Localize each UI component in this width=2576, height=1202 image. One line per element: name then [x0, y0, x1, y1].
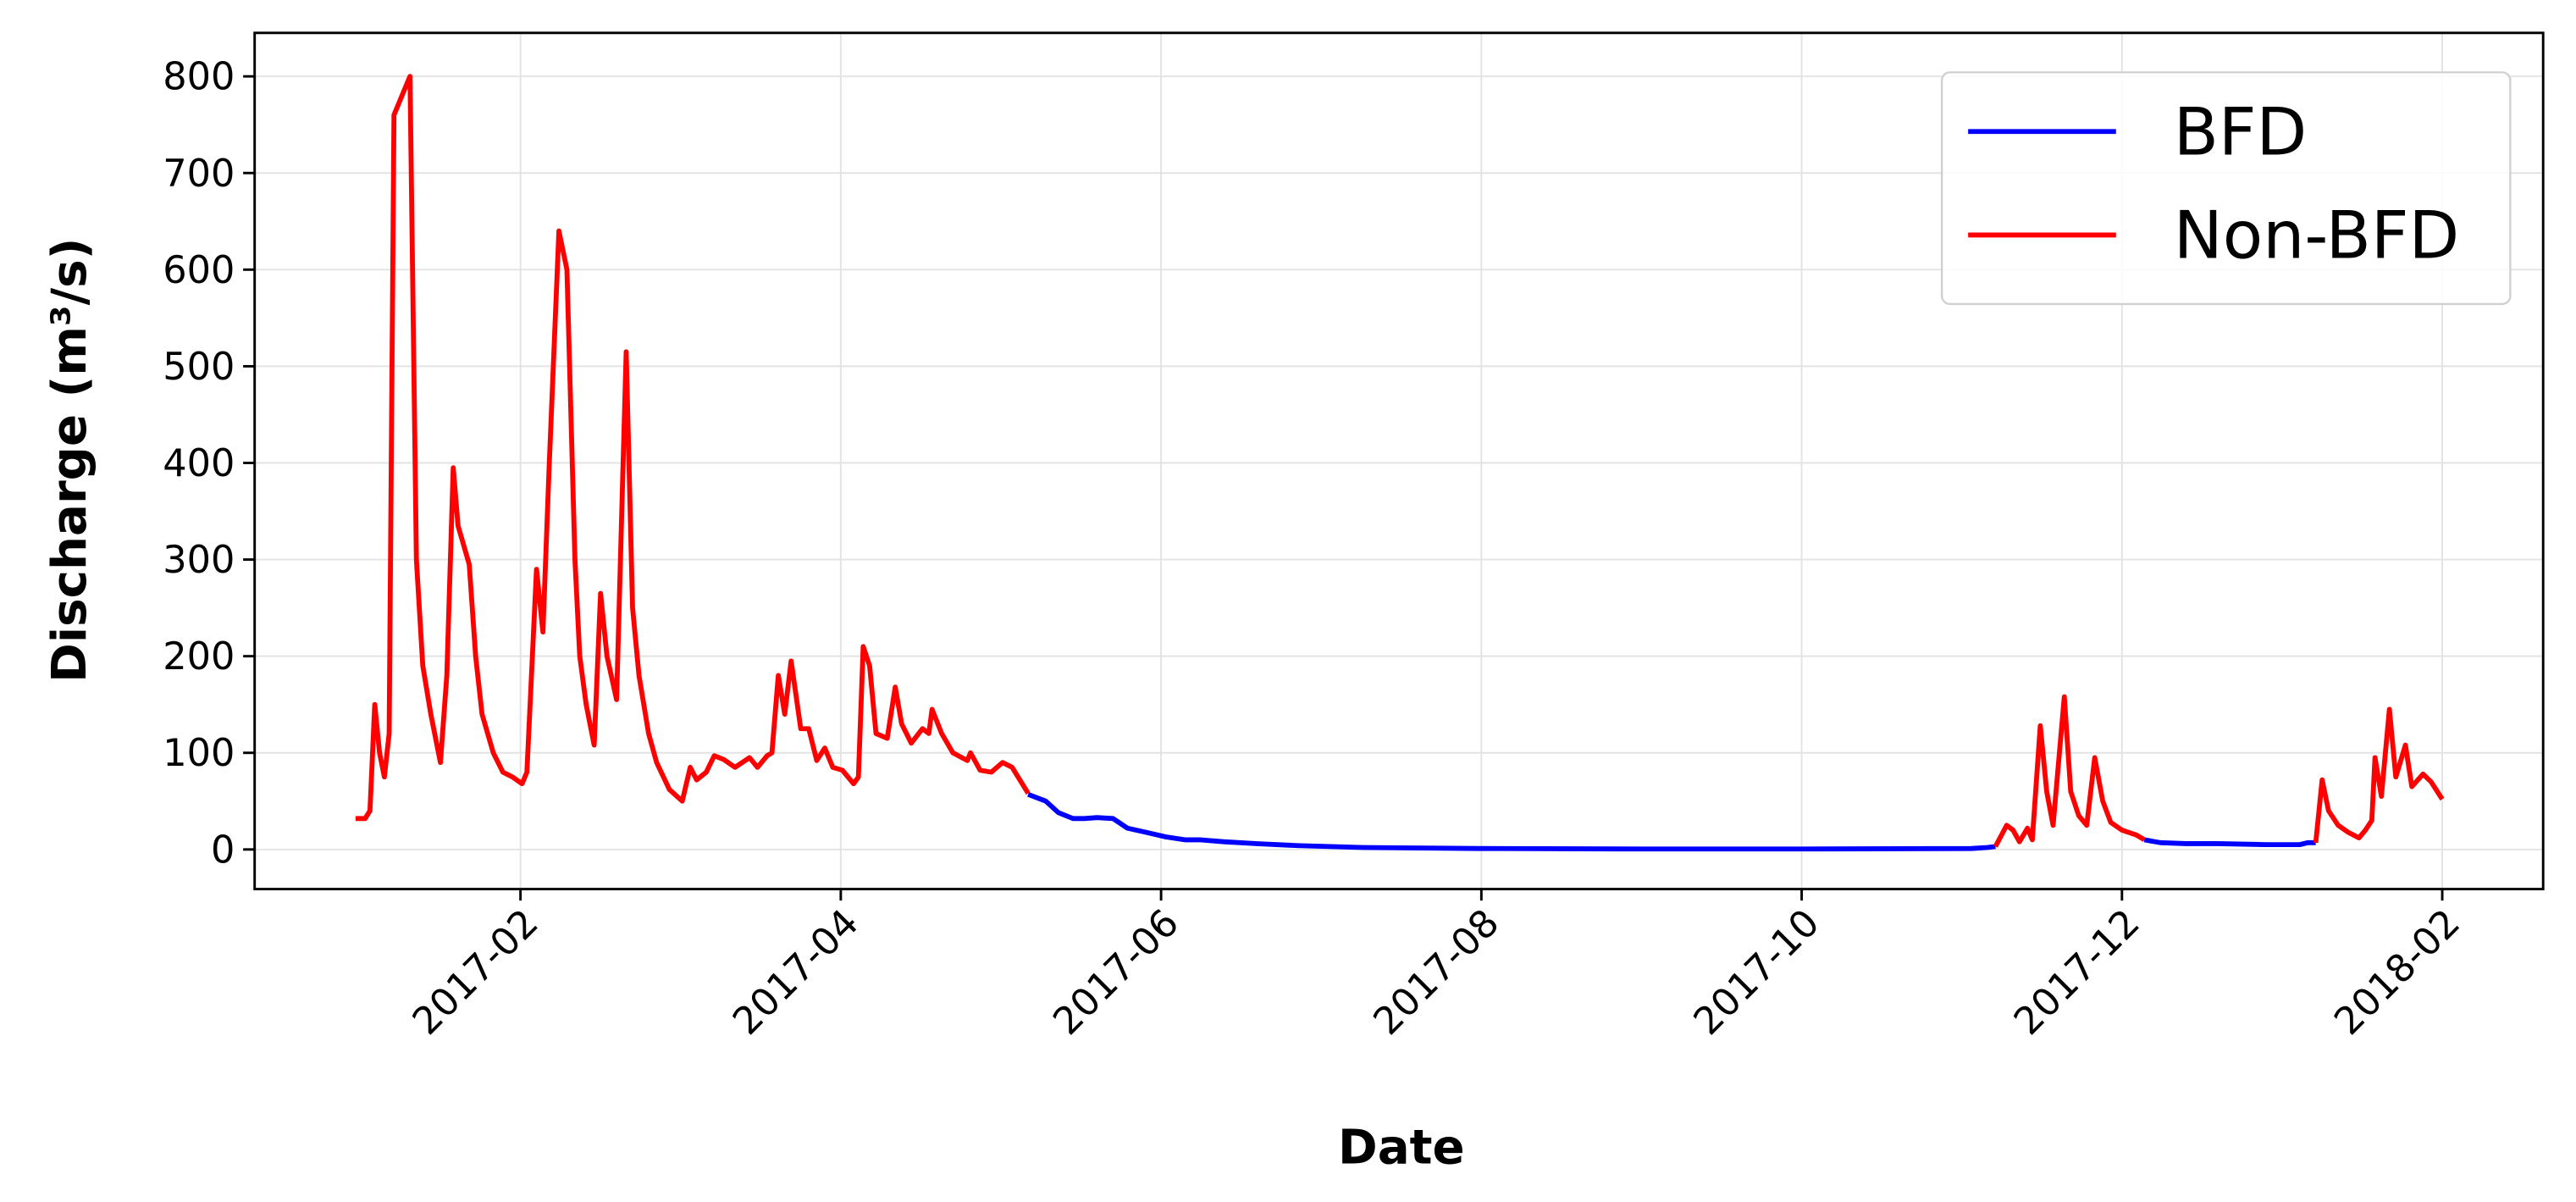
y-tick-label: 100 — [163, 731, 235, 775]
x-tick-label: 2017-10 — [1685, 900, 1828, 1044]
x-tick-label: 2017-02 — [404, 900, 547, 1044]
data-line — [355, 74, 2445, 848]
x-tick-label: 2017-06 — [1045, 900, 1188, 1044]
legend-label: BFD — [2174, 94, 2308, 170]
x-tick-label: 2017-04 — [724, 900, 867, 1044]
x-tick-label: 2017-12 — [2005, 900, 2148, 1044]
y-tick-label: 200 — [163, 634, 235, 679]
data-line — [1027, 792, 2316, 852]
y-tick-label: 500 — [163, 345, 235, 389]
x-axis-label: Date — [1338, 1121, 1465, 1176]
y-axis-label: Discharge (m³/s) — [42, 238, 97, 683]
y-tick-label: 800 — [163, 55, 235, 99]
x-tick-label: 2017-08 — [1365, 900, 1508, 1044]
y-tick-label: 400 — [163, 441, 235, 485]
y-tick-label: 0 — [211, 828, 235, 872]
y-tick-label: 600 — [163, 248, 235, 292]
plot-frame — [253, 31, 2545, 891]
y-tick-label: 300 — [163, 538, 235, 582]
y-tick-label: 700 — [163, 152, 235, 196]
legend-label: Non-BFD — [2174, 198, 2460, 274]
x-tick-label: 2018-02 — [2326, 900, 2469, 1044]
